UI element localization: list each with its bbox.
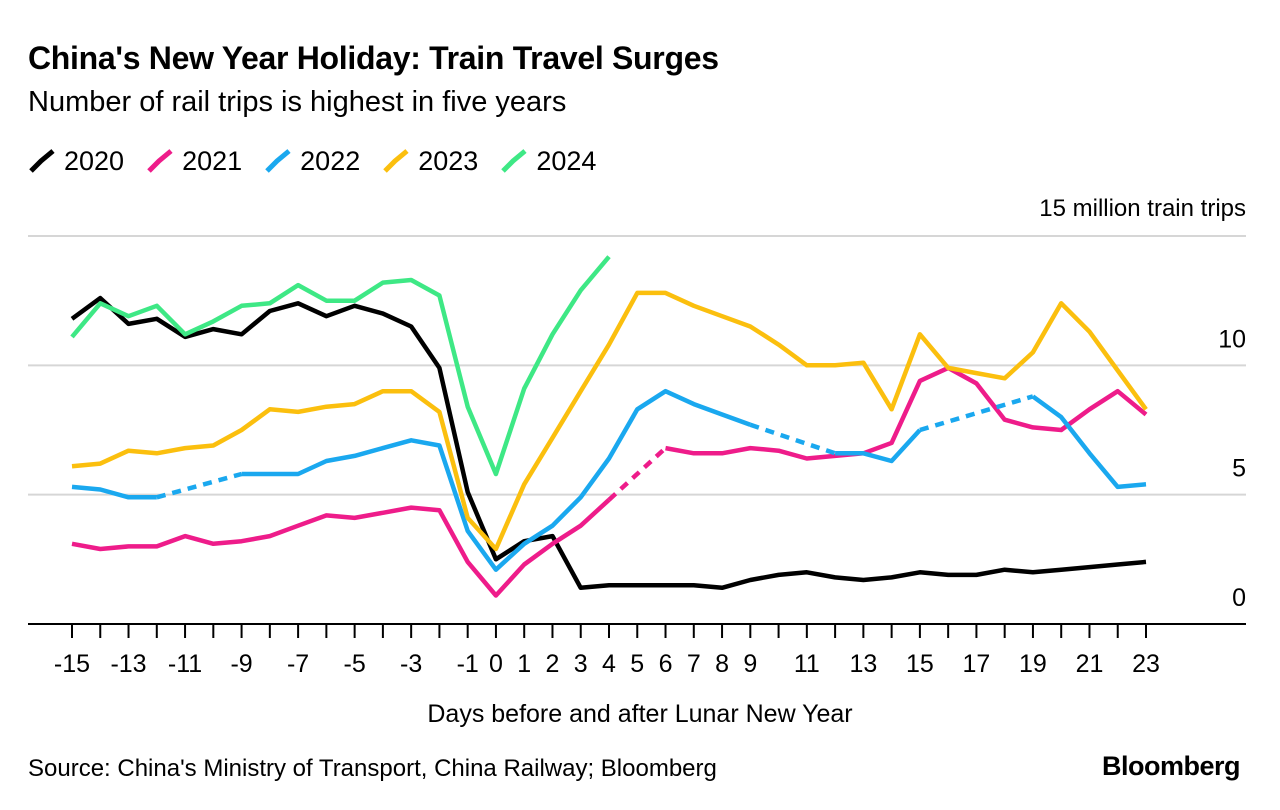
- series-line-2021: [71, 498, 611, 598]
- legend-label-2021: 2021: [182, 145, 243, 176]
- x-axis: -15 -13 -11 -9 -7 -5 -3 -1 0 1 2 3 4 5 6 7 8 9 11 13 15 17 19 2…: [28, 623, 1246, 678]
- legend-swatch-2024-icon: [501, 149, 527, 173]
- gridlines: [28, 235, 1246, 496]
- legend-label-2024: 2024: [536, 145, 597, 176]
- x-tick-label: 17: [963, 650, 991, 678]
- y-tick-label: 10: [1218, 325, 1246, 353]
- y-axis-ticks: 0 5 10: [1218, 325, 1246, 612]
- x-tick-label: 5: [630, 650, 644, 678]
- x-tick-label: 2: [546, 650, 560, 678]
- x-tick-label: -5: [344, 650, 366, 678]
- series-line-2022: [71, 484, 157, 500]
- series-line-2024: [70, 255, 611, 477]
- x-tick-label: -13: [110, 650, 146, 678]
- source-note: Source: China's Ministry of Transport, C…: [28, 755, 717, 782]
- legend-label-2020: 2020: [64, 145, 125, 176]
- legend: 2020 2021 2022 2023 2024: [28, 143, 618, 179]
- legend-item-2024: 2024: [500, 146, 596, 177]
- x-tick-label: -11: [168, 650, 202, 678]
- chart-title: China's New Year Holiday: Train Travel S…: [28, 40, 719, 76]
- legend-label-2022: 2022: [300, 145, 361, 176]
- bloomberg-logo: Bloomberg: [1101, 751, 1241, 781]
- legend-swatch-2022-icon: [265, 149, 291, 173]
- x-tick-label: -3: [400, 650, 422, 678]
- x-tick-label: 15: [906, 650, 934, 678]
- legend-item-2021: 2021: [146, 146, 242, 177]
- legend-item-2023: 2023: [382, 146, 478, 177]
- series-line-2022: [241, 388, 752, 572]
- legend-swatch-2021-icon: [147, 149, 173, 173]
- x-tick-label: 8: [715, 650, 729, 678]
- x-tick-label: 4: [602, 650, 616, 678]
- x-tick-label: 21: [1076, 650, 1104, 678]
- series-lines: [70, 255, 1148, 598]
- x-tick-label: -15: [54, 650, 90, 678]
- x-tick-label: -9: [230, 650, 252, 678]
- y-tick-label: 0: [1232, 584, 1246, 612]
- series-line-2021-dashed: [607, 446, 668, 502]
- x-tick-label: 9: [743, 650, 757, 678]
- x-tick-label: 11: [794, 650, 820, 678]
- y-axis-unit-label: 15 million train trips: [1039, 195, 1246, 222]
- series-line-2023: [71, 290, 1148, 552]
- legend-swatch-2020-icon: [29, 149, 55, 173]
- x-tick-label: 0: [489, 650, 503, 678]
- series-line-2020: [70, 295, 1147, 591]
- x-tick-label: 23: [1132, 650, 1160, 678]
- series-line-2022: [835, 428, 922, 464]
- x-tick-label: 7: [687, 650, 701, 678]
- x-axis-title: Days before and after Lunar New Year: [427, 700, 852, 728]
- x-tick-label: -7: [287, 650, 309, 678]
- x-tick-label: -1: [457, 650, 479, 678]
- y-tick-label: 5: [1232, 455, 1246, 483]
- x-tick-label: 3: [574, 650, 588, 678]
- series-line-2022: [1031, 394, 1147, 490]
- series-line-2022-dashed: [919, 394, 1034, 433]
- legend-label-2023: 2023: [418, 145, 479, 176]
- x-tick-label: 19: [1019, 650, 1047, 678]
- x-tick-label: 13: [849, 650, 877, 678]
- legend-swatch-2023-icon: [383, 149, 409, 173]
- legend-item-2020: 2020: [28, 146, 124, 177]
- x-tick-label: 6: [659, 650, 673, 678]
- chart-subtitle: Number of rail trips is highest in five …: [28, 86, 567, 118]
- legend-item-2022: 2022: [264, 146, 360, 177]
- x-tick-label: 1: [517, 650, 531, 678]
